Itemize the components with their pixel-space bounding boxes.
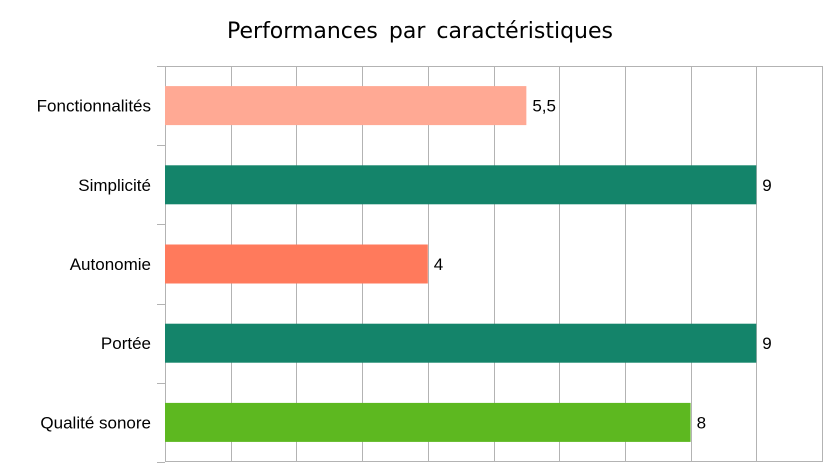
data-label: 4 bbox=[434, 255, 443, 274]
category-label: Autonomie bbox=[70, 255, 151, 274]
category-label: Simplicité bbox=[78, 176, 151, 195]
data-label: 8 bbox=[697, 413, 706, 432]
bar bbox=[165, 244, 428, 284]
bar bbox=[165, 402, 691, 442]
bars bbox=[165, 86, 757, 442]
chart-title: Performances par caractéristiques bbox=[227, 19, 613, 44]
category-label: Portée bbox=[101, 334, 151, 353]
data-label: 9 bbox=[762, 176, 771, 195]
bar bbox=[165, 86, 527, 126]
category-label: Fonctionnalités bbox=[37, 97, 151, 116]
bar bbox=[165, 165, 757, 205]
category-label: Qualité sonore bbox=[40, 413, 151, 432]
data-label: 5,5 bbox=[532, 97, 556, 116]
data-label: 9 bbox=[762, 334, 771, 353]
labels: Fonctionnalités 5,5 Simplicité 9 Autonomie 4 P… bbox=[37, 97, 772, 433]
bar bbox=[165, 323, 757, 363]
